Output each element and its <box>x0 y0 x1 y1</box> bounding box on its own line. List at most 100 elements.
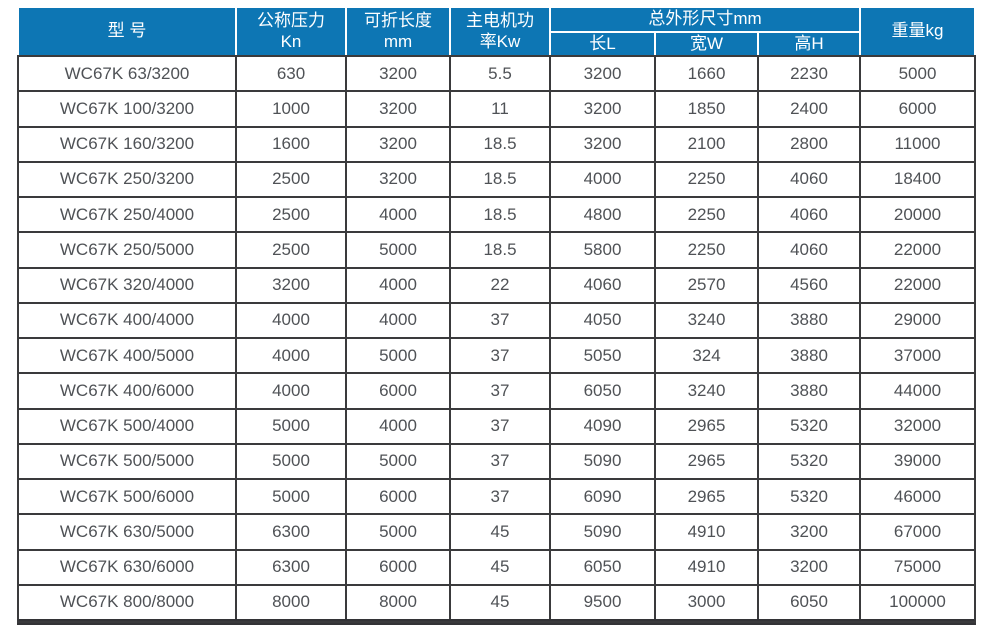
value-cell: 3200 <box>237 268 345 302</box>
value-cell: 6050 <box>551 550 654 584</box>
value-cell: 5090 <box>551 515 654 549</box>
value-cell: 4910 <box>656 515 757 549</box>
value-cell: 5800 <box>551 233 654 267</box>
value-cell: 3880 <box>759 303 859 337</box>
header-bending-length-label: 可折长度 <box>364 11 432 31</box>
model-cell: WC67K 500/4000 <box>19 409 235 443</box>
value-cell: 4000 <box>237 339 345 373</box>
header-nominal-pressure-unit: Kn <box>280 31 302 51</box>
value-cell: 2230 <box>759 57 859 91</box>
value-cell: 37000 <box>861 339 974 373</box>
value-cell: 39000 <box>861 444 974 478</box>
value-cell: 1850 <box>656 92 757 126</box>
value-cell: 6000 <box>347 550 449 584</box>
header-model-label: 型 号 <box>107 21 147 41</box>
header-bending-length: 可折长度 mm <box>347 8 449 55</box>
value-cell: 2100 <box>656 127 757 161</box>
table-body: WC67K 63/3200 630 3200 5.5 3200 1660 2230 5000 W… <box>17 55 976 625</box>
model-cell: WC67K 400/4000 <box>19 303 235 337</box>
model-cell: WC67K 800/8000 <box>19 585 235 619</box>
header-nominal-pressure-label: 公称压力 <box>257 11 325 31</box>
value-cell: 11000 <box>861 127 974 161</box>
value-cell: 4060 <box>759 162 859 196</box>
header-weight-label: 重量kg <box>891 21 944 41</box>
value-cell: 5000 <box>347 233 449 267</box>
value-cell: 4000 <box>237 374 345 408</box>
value-cell: 2250 <box>656 233 757 267</box>
value-cell: 75000 <box>861 550 974 584</box>
model-cell: WC67K 500/5000 <box>19 444 235 478</box>
value-cell: 8000 <box>347 585 449 619</box>
value-cell: 6000 <box>347 374 449 408</box>
value-cell: 6050 <box>551 374 654 408</box>
value-cell: 9500 <box>551 585 654 619</box>
value-cell: 3240 <box>656 303 757 337</box>
value-cell: 37 <box>451 339 549 373</box>
value-cell: 2965 <box>656 444 757 478</box>
value-cell: 5.5 <box>451 57 549 91</box>
value-cell: 3200 <box>347 57 449 91</box>
value-cell: 2250 <box>656 198 757 232</box>
value-cell: 2500 <box>237 198 345 232</box>
header-weight: 重量kg <box>861 8 974 55</box>
value-cell: 5000 <box>347 339 449 373</box>
value-cell: 45 <box>451 515 549 549</box>
model-cell: WC67K 630/5000 <box>19 515 235 549</box>
header-dim-height-label: 高H <box>794 33 824 53</box>
value-cell: 2500 <box>237 233 345 267</box>
value-cell: 5000 <box>237 409 345 443</box>
model-cell: WC67K 400/5000 <box>19 339 235 373</box>
value-cell: 3880 <box>759 339 859 373</box>
value-cell: 37 <box>451 409 549 443</box>
model-cell: WC67K 400/6000 <box>19 374 235 408</box>
value-cell: 6090 <box>551 480 654 514</box>
header-bending-length-unit: mm <box>383 31 413 51</box>
value-cell: 2500 <box>237 162 345 196</box>
value-cell: 3880 <box>759 374 859 408</box>
value-cell: 4000 <box>347 198 449 232</box>
value-cell: 2800 <box>759 127 859 161</box>
value-cell: 6000 <box>861 92 974 126</box>
value-cell: 5320 <box>759 409 859 443</box>
value-cell: 22000 <box>861 233 974 267</box>
model-cell: WC67K 250/5000 <box>19 233 235 267</box>
header-overall-dimensions-label: 总外形尺寸mm <box>648 9 762 29</box>
value-cell: 5320 <box>759 444 859 478</box>
model-cell: WC67K 250/4000 <box>19 198 235 232</box>
value-cell: 630 <box>237 57 345 91</box>
value-cell: 4060 <box>759 198 859 232</box>
header-overall-dimensions-group: 总外形尺寸mm <box>551 8 859 31</box>
value-cell: 3200 <box>347 127 449 161</box>
value-cell: 37 <box>451 303 549 337</box>
value-cell: 22000 <box>861 268 974 302</box>
value-cell: 45 <box>451 585 549 619</box>
value-cell: 4060 <box>759 233 859 267</box>
table-header: 型 号 公称压力 Kn 可折长度 mm 主电机功 率Kw 总外形尺寸mm 长L … <box>17 8 976 55</box>
value-cell: 4910 <box>656 550 757 584</box>
value-cell: 45 <box>451 550 549 584</box>
model-cell: WC67K 500/6000 <box>19 480 235 514</box>
header-dim-width-label: 宽W <box>689 33 724 53</box>
value-cell: 18.5 <box>451 198 549 232</box>
value-cell: 5090 <box>551 444 654 478</box>
value-cell: 5000 <box>237 480 345 514</box>
value-cell: 4800 <box>551 198 654 232</box>
model-cell: WC67K 630/6000 <box>19 550 235 584</box>
value-cell: 2400 <box>759 92 859 126</box>
value-cell: 4000 <box>347 409 449 443</box>
value-cell: 4560 <box>759 268 859 302</box>
value-cell: 37 <box>451 374 549 408</box>
value-cell: 2965 <box>656 480 757 514</box>
value-cell: 1660 <box>656 57 757 91</box>
value-cell: 37 <box>451 480 549 514</box>
value-cell: 4000 <box>347 303 449 337</box>
value-cell: 6050 <box>759 585 859 619</box>
header-dim-length: 长L <box>551 33 654 55</box>
header-dim-width: 宽W <box>656 33 757 55</box>
value-cell: 4060 <box>551 268 654 302</box>
model-cell: WC67K 100/3200 <box>19 92 235 126</box>
value-cell: 37 <box>451 444 549 478</box>
value-cell: 2250 <box>656 162 757 196</box>
value-cell: 18.5 <box>451 127 549 161</box>
value-cell: 324 <box>656 339 757 373</box>
